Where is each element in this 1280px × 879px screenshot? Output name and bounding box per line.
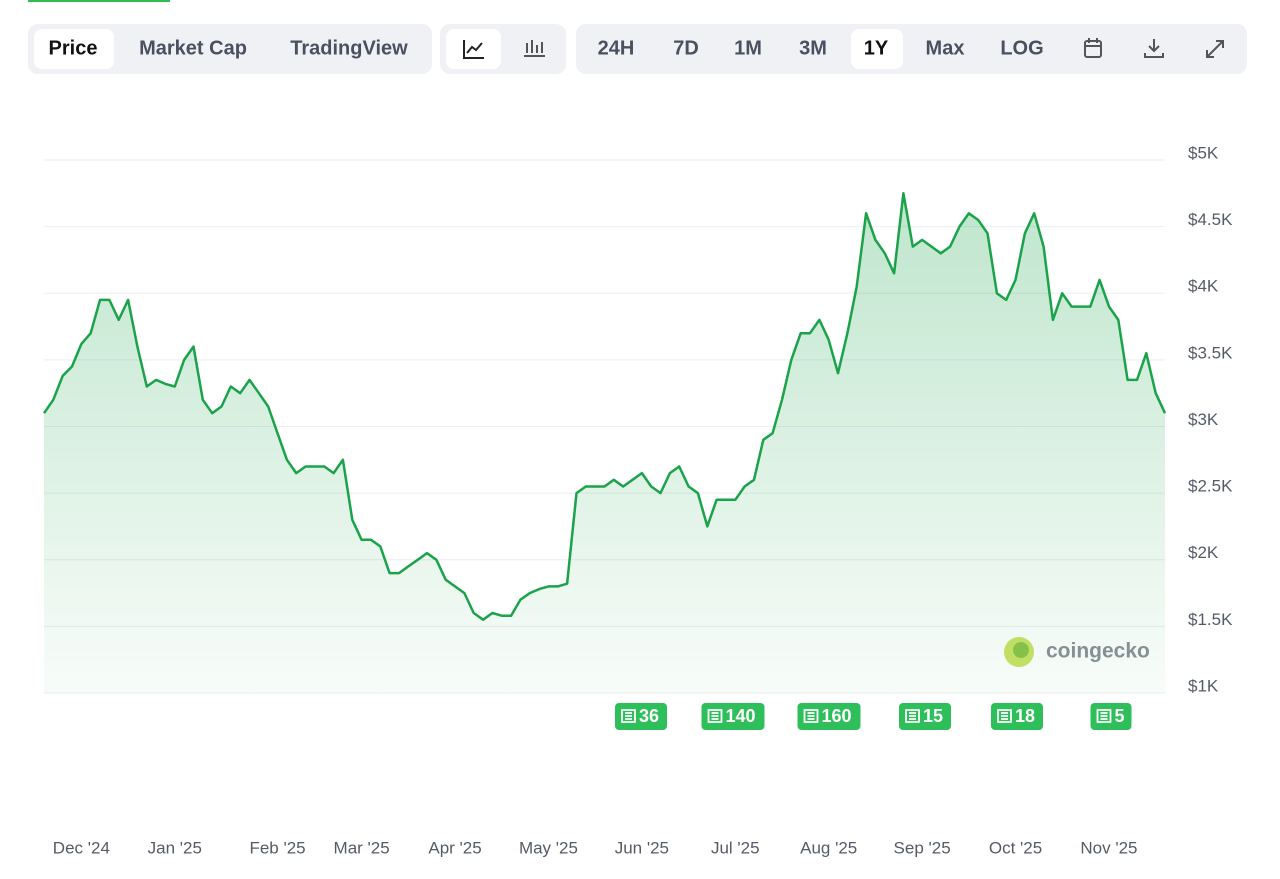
news-icon: [905, 709, 920, 723]
download-icon[interactable]: [1144, 39, 1164, 58]
tab-indicator: [28, 0, 170, 2]
x-tick-label: Aug '25: [800, 838, 857, 857]
x-tick-label: Apr '25: [428, 838, 481, 857]
x-tick-label: Jun '25: [615, 838, 669, 857]
range-button[interactable]: 1M: [734, 37, 762, 59]
badge-count: 15: [923, 706, 943, 726]
x-tick-label: Mar '25: [334, 838, 390, 857]
view-button[interactable]: Price: [49, 37, 98, 59]
y-tick-label: $2.5K: [1188, 477, 1233, 496]
news-icon: [707, 709, 723, 723]
price-line: [42, 192, 1167, 621]
x-tick-label: Dec '24: [53, 838, 110, 857]
x-tick-label: Feb '25: [249, 838, 305, 857]
range-button[interactable]: 7D: [673, 37, 699, 59]
y-tick-label: $1.5K: [1188, 610, 1233, 629]
range-button[interactable]: 3M: [799, 37, 827, 59]
news-icon: [621, 709, 636, 723]
line-icon[interactable]: [463, 40, 484, 59]
news-icon: [1096, 709, 1112, 723]
x-tick-label: Nov '25: [1080, 838, 1137, 857]
active-pill: [851, 29, 903, 69]
badge-count: 18: [1015, 706, 1035, 726]
x-tick-label: Jan '25: [148, 838, 202, 857]
x-tick-label: Oct '25: [989, 838, 1042, 857]
y-tick-label: $4.5K: [1188, 210, 1233, 229]
y-tick-label: $5K: [1188, 143, 1219, 162]
active-pill: [34, 29, 114, 69]
badge-count: 140: [726, 706, 756, 726]
x-tick-label: May '25: [519, 838, 578, 857]
news-badge[interactable]: 15: [899, 703, 951, 730]
news-badge[interactable]: 140: [701, 703, 765, 730]
view-button[interactable]: TradingView: [290, 37, 408, 59]
y-tick-label: $3K: [1188, 410, 1219, 429]
badge-count: 36: [639, 706, 659, 726]
badge-count: 160: [822, 706, 852, 726]
y-tick-label: $4K: [1188, 277, 1219, 296]
range-group: [576, 24, 1247, 74]
news-badge[interactable]: 5: [1090, 703, 1132, 730]
price-area: [44, 193, 1165, 694]
view-button[interactable]: Market Cap: [139, 37, 247, 59]
range-button[interactable]: LOG: [1000, 37, 1043, 59]
range-button[interactable]: 1Y: [864, 37, 889, 59]
x-tick-label: Sep '25: [894, 838, 951, 857]
view-group: [28, 24, 432, 74]
x-tick-label: Jul '25: [711, 838, 760, 857]
badge-count: 5: [1115, 706, 1125, 726]
news-badge[interactable]: 160: [797, 703, 861, 730]
calendar-icon[interactable]: [1084, 38, 1102, 58]
news-icon: [803, 709, 819, 723]
y-tick-label: $1K: [1188, 676, 1219, 695]
y-tick-label: $3.5K: [1188, 343, 1233, 362]
candle-icon[interactable]: [524, 40, 545, 57]
range-button[interactable]: 24H: [598, 37, 635, 59]
news-icon: [997, 709, 1012, 723]
news-badge[interactable]: 18: [991, 703, 1043, 730]
range-button[interactable]: Max: [926, 37, 965, 59]
fullscreen-icon[interactable]: [1206, 40, 1224, 58]
y-tick-label: $2K: [1188, 543, 1219, 562]
news-badge[interactable]: 36: [615, 703, 667, 730]
